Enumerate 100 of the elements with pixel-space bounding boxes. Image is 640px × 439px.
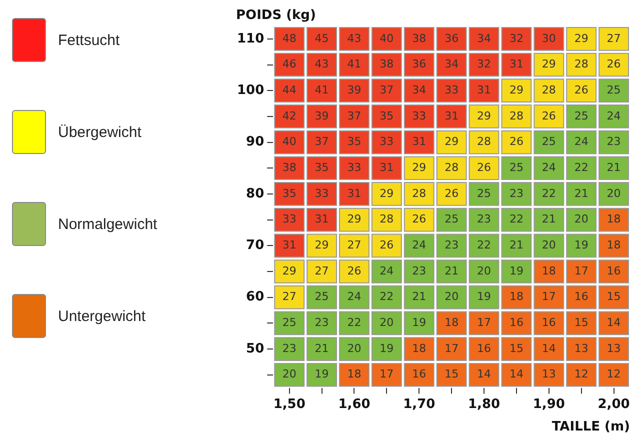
data-label: 40 — [380, 32, 394, 45]
data-label: 14 — [606, 316, 621, 330]
data-label: 20 — [542, 238, 556, 252]
data-label: 25 — [606, 83, 621, 96]
data-label: 24 — [380, 264, 394, 278]
y-tick-label: 90 — [246, 134, 264, 150]
y-axis-title: POIDS (kg) — [236, 8, 316, 23]
text: Normalgewicht — [58, 216, 158, 232]
data-label: 31 — [347, 186, 362, 200]
data-label: 29 — [574, 32, 588, 45]
data-label: 18 — [444, 316, 459, 330]
data-label: 18 — [606, 238, 621, 252]
data-label: 22 — [542, 186, 556, 200]
data-label: 33 — [380, 135, 394, 148]
data-label: 27 — [314, 264, 329, 278]
data-label: 33 — [282, 212, 296, 226]
data-label: 14 — [542, 342, 556, 355]
data-label: 26 — [380, 238, 394, 252]
data-label: 39 — [347, 83, 362, 96]
data-label: 23 — [282, 342, 296, 355]
data-label: 30 — [542, 32, 556, 45]
data-label: 23 — [606, 135, 621, 148]
data-label: 17 — [574, 264, 588, 278]
data-label: 26 — [477, 160, 492, 174]
data-label: 41 — [347, 58, 362, 71]
x-tick-label: 1,80 — [468, 396, 500, 412]
data-label: 29 — [509, 83, 524, 96]
data-label: 41 — [314, 83, 329, 96]
data-label: 21 — [444, 264, 459, 278]
data-label: 17 — [477, 316, 492, 330]
data-label: 35 — [314, 160, 329, 174]
y-tick-label: 70 — [246, 238, 264, 254]
y-tick-label: 50 — [246, 341, 264, 356]
data-label: 26 — [542, 109, 556, 122]
y-tick-label: 60 — [246, 290, 264, 305]
data-label: 32 — [477, 58, 492, 71]
data-label: 44 — [282, 83, 296, 96]
data-label: 31 — [380, 160, 394, 174]
text: Untergewicht — [58, 308, 146, 324]
data-label: 12 — [574, 368, 588, 381]
data-label: 26 — [509, 135, 524, 148]
data-label: 15 — [509, 342, 524, 355]
data-label: 20 — [444, 290, 459, 304]
data-label: 18 — [606, 212, 621, 226]
data-label: 21 — [542, 212, 556, 226]
data-label: 20 — [477, 264, 492, 278]
data-label: 34 — [444, 58, 459, 71]
data-label: 48 — [282, 32, 296, 45]
data-label: 38 — [380, 58, 394, 71]
data-label: 20 — [380, 316, 394, 330]
data-label: 21 — [314, 342, 329, 355]
data-label: 27 — [347, 238, 362, 252]
data-label: 28 — [412, 186, 426, 200]
data-label: 35 — [347, 135, 362, 148]
data-label: 31 — [477, 83, 492, 96]
data-label: 23 — [477, 212, 492, 226]
data-label: 19 — [380, 342, 394, 355]
data-label: 16 — [542, 316, 556, 330]
data-label: 36 — [412, 58, 426, 71]
data-label: 31 — [509, 58, 524, 71]
data-label: 16 — [477, 342, 492, 355]
text: Übergewicht — [58, 124, 142, 140]
x-tick-label: 1,70 — [403, 396, 436, 412]
data-label: 29 — [380, 186, 394, 200]
data-label: 37 — [347, 109, 362, 122]
data-label: 34 — [412, 83, 426, 96]
data-label: 36 — [444, 32, 459, 45]
data-label: 20 — [606, 186, 621, 200]
data-label: 18 — [509, 290, 524, 304]
data-label: 28 — [542, 83, 556, 96]
data-label: 15 — [444, 368, 459, 381]
data-label: 39 — [314, 109, 329, 122]
data-label: 31 — [314, 212, 329, 226]
data-label: 19 — [477, 290, 492, 304]
data-label: 29 — [347, 212, 362, 226]
data-label: 21 — [509, 238, 524, 252]
data-label: 35 — [282, 186, 296, 200]
data-label: 14 — [509, 368, 524, 381]
data-label: 25 — [509, 160, 524, 174]
data-label: 28 — [477, 135, 492, 148]
data-label: 15 — [606, 290, 621, 304]
data-label: 25 — [542, 135, 556, 148]
x-tick-label: 1,50 — [273, 396, 306, 412]
data-label: 26 — [606, 58, 621, 71]
data-label: 26 — [444, 186, 459, 200]
data-label: 21 — [574, 186, 588, 200]
data-label: 13 — [542, 368, 556, 381]
data-label: 24 — [606, 109, 621, 122]
data-label: 43 — [347, 32, 362, 45]
data-label: 19 — [509, 264, 524, 278]
x-tick-label: 1,60 — [338, 396, 370, 412]
data-label: 29 — [282, 264, 296, 278]
data-label: 35 — [380, 109, 394, 122]
y-tick-label: 100 — [236, 82, 264, 98]
data-label: 16 — [412, 368, 426, 381]
data-label: 16 — [574, 290, 588, 304]
data-label: 20 — [282, 368, 296, 381]
data-label: 22 — [509, 212, 524, 226]
data-label: 22 — [347, 316, 362, 330]
data-label: 21 — [412, 290, 426, 304]
